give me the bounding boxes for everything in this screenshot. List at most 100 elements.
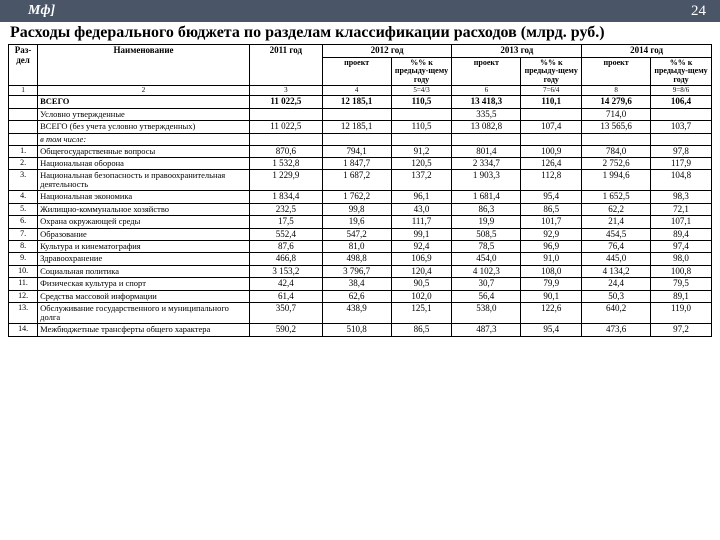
row-number: 10.	[9, 265, 38, 277]
value-cell: 106,9	[391, 253, 452, 265]
formula-cell: 1	[9, 86, 38, 96]
value-cell	[452, 133, 521, 145]
row-name: в том числе:	[38, 133, 250, 145]
value-cell: 232,5	[249, 203, 322, 215]
value-cell: 62,6	[322, 290, 391, 302]
row-number: 14.	[9, 324, 38, 336]
value-cell: 3 153,2	[249, 265, 322, 277]
value-cell: 552,4	[249, 228, 322, 240]
value-cell: 4 134,2	[582, 265, 651, 277]
value-cell: 466,8	[249, 253, 322, 265]
value-cell: 107,4	[521, 121, 582, 133]
value-cell: 11 022,5	[249, 96, 322, 108]
row-name: ВСЕГО	[38, 96, 250, 108]
row-name: Национальная безопасность и правоохранит…	[38, 170, 250, 191]
value-cell: 87,6	[249, 241, 322, 253]
value-cell: 90,1	[521, 290, 582, 302]
table-body: ВСЕГО11 022,512 185,1110,513 418,3110,11…	[9, 96, 712, 336]
value-cell: 12 185,1	[322, 121, 391, 133]
value-cell: 454,5	[582, 228, 651, 240]
value-cell: 122,6	[521, 303, 582, 324]
value-cell	[249, 108, 322, 120]
formula-cell: 9=8/6	[651, 86, 712, 96]
formula-cell: 3	[249, 86, 322, 96]
value-cell: 119,0	[651, 303, 712, 324]
row-name: Физическая культура и спорт	[38, 278, 250, 290]
value-cell: 1 652,5	[582, 191, 651, 203]
row-name: Жилищно-коммунальное хозяйство	[38, 203, 250, 215]
value-cell: 350,7	[249, 303, 322, 324]
table-row: ВСЕГО11 022,512 185,1110,513 418,3110,11…	[9, 96, 712, 108]
value-cell: 11 022,5	[249, 121, 322, 133]
value-cell: 86,5	[391, 324, 452, 336]
value-cell: 17,5	[249, 216, 322, 228]
page-number: 24	[691, 3, 706, 20]
table-row: 5.Жилищно-коммунальное хозяйство232,599,…	[9, 203, 712, 215]
value-cell: 19,9	[452, 216, 521, 228]
row-name: Условно утвержденные	[38, 108, 250, 120]
value-cell: 445,0	[582, 253, 651, 265]
value-cell: 104,8	[651, 170, 712, 191]
row-number: 12.	[9, 290, 38, 302]
value-cell: 43,0	[391, 203, 452, 215]
value-cell: 590,2	[249, 324, 322, 336]
table-row: 3.Национальная безопасность и правоохран…	[9, 170, 712, 191]
table-head: Раз-дел Наименование 2011 год 2012 год 2…	[9, 45, 712, 96]
value-cell: 98,3	[651, 191, 712, 203]
value-cell: 120,5	[391, 158, 452, 170]
budget-table: Раз-дел Наименование 2011 год 2012 год 2…	[8, 44, 712, 336]
value-cell: 62,2	[582, 203, 651, 215]
value-cell: 117,9	[651, 158, 712, 170]
formula-cell: 5=4/3	[391, 86, 452, 96]
row-name: Национальная оборона	[38, 158, 250, 170]
value-cell: 120,4	[391, 265, 452, 277]
value-cell: 487,3	[452, 324, 521, 336]
value-cell: 13 082,8	[452, 121, 521, 133]
value-cell: 13 418,3	[452, 96, 521, 108]
value-cell: 2 334,7	[452, 158, 521, 170]
value-cell: 72,1	[651, 203, 712, 215]
row-number: 9.	[9, 253, 38, 265]
formula-cell: 6	[452, 86, 521, 96]
value-cell: 498,8	[322, 253, 391, 265]
value-cell: 1 903,3	[452, 170, 521, 191]
row-name: Средства массовой информации	[38, 290, 250, 302]
value-cell: 112,8	[521, 170, 582, 191]
value-cell: 30,7	[452, 278, 521, 290]
value-cell	[651, 133, 712, 145]
value-cell	[391, 108, 452, 120]
row-name: Социальная политика	[38, 265, 250, 277]
value-cell: 98,0	[651, 253, 712, 265]
value-cell: 81,0	[322, 241, 391, 253]
value-cell: 21,4	[582, 216, 651, 228]
row-name: Охрана окружающей среды	[38, 216, 250, 228]
value-cell: 870,6	[249, 145, 322, 157]
value-cell: 1 834,4	[249, 191, 322, 203]
value-cell	[521, 133, 582, 145]
value-cell: 89,4	[651, 228, 712, 240]
value-cell: 473,6	[582, 324, 651, 336]
value-cell: 508,5	[452, 228, 521, 240]
value-cell: 79,5	[651, 278, 712, 290]
value-cell: 99,8	[322, 203, 391, 215]
table-row: 9.Здравоохранение466,8498,8106,9454,091,…	[9, 253, 712, 265]
formula-cell: 2	[38, 86, 250, 96]
value-cell: 107,1	[651, 216, 712, 228]
row-name: Общегосударственные вопросы	[38, 145, 250, 157]
value-cell: 42,4	[249, 278, 322, 290]
col-2012-proekt: проект	[322, 57, 391, 85]
value-cell	[521, 108, 582, 120]
table-row: 14.Межбюджетные трансферты общего характ…	[9, 324, 712, 336]
row-number: 7.	[9, 228, 38, 240]
value-cell: 108,0	[521, 265, 582, 277]
col-name: Наименование	[38, 45, 250, 86]
value-cell: 97,4	[651, 241, 712, 253]
value-cell: 2 752,6	[582, 158, 651, 170]
title-block: Расходы федерального бюджета по разделам…	[0, 22, 720, 44]
value-cell: 335,5	[452, 108, 521, 120]
table-row: 1.Общегосударственные вопросы870,6794,19…	[9, 145, 712, 157]
value-cell: 1 229,9	[249, 170, 322, 191]
value-cell: 714,0	[582, 108, 651, 120]
value-cell	[322, 108, 391, 120]
value-cell	[651, 108, 712, 120]
